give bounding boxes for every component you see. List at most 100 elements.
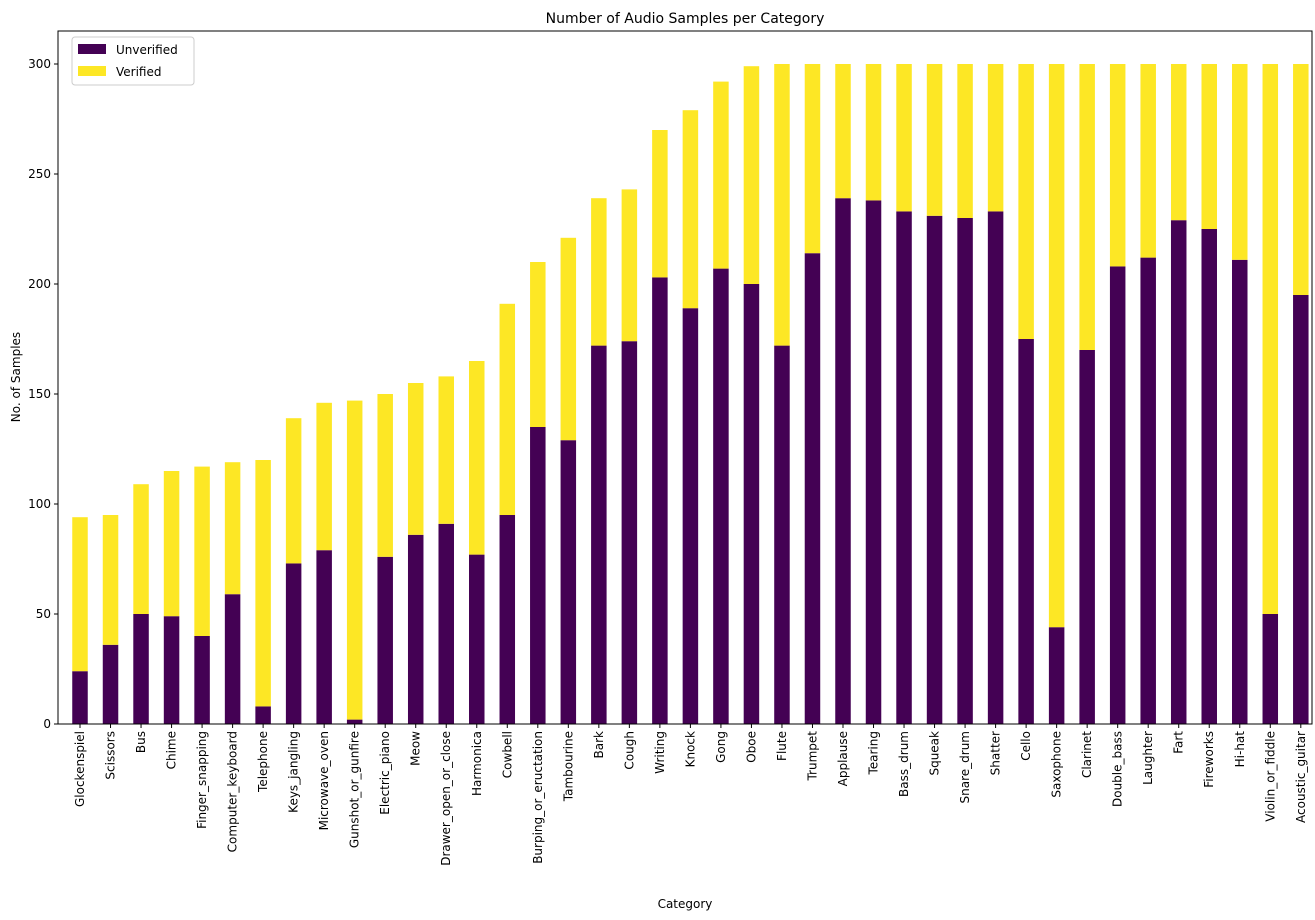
x-tick-label: Saxophone: [1050, 731, 1064, 798]
bar-verified-microwave_oven: [316, 402, 332, 551]
x-tick-label: Cowbell: [500, 731, 514, 778]
bar-unverified-cowbell: [499, 515, 516, 724]
x-axis-label: Category: [658, 897, 713, 911]
bar-unverified-trumpet: [804, 253, 821, 724]
x-tick-label: Laughter: [1141, 731, 1155, 785]
bar-verified-computer_keyboard: [224, 462, 241, 595]
bar-verified-glockenspiel: [72, 517, 88, 672]
bar-unverified-cello: [1018, 339, 1034, 724]
bar-unverified-tambourine: [560, 440, 577, 724]
bar-unverified-drawer_open_or_close: [438, 523, 454, 724]
x-tick-label: Microwave_oven: [317, 731, 331, 830]
bar-verified-bus: [133, 484, 149, 614]
y-tick-label: 0: [43, 717, 51, 731]
x-tick-label: Hi-hat: [1233, 731, 1247, 768]
bars-layer: [72, 64, 1309, 725]
y-tick-label: 300: [28, 57, 51, 71]
x-tick-label: Writing: [653, 731, 667, 774]
bar-verified-violin_or_fiddle: [1262, 64, 1279, 614]
legend-label-unverified: Unverified: [116, 43, 178, 57]
y-axis-label: No. of Samples: [9, 332, 23, 422]
bar-unverified-squeak: [926, 215, 943, 725]
y-tick-label: 150: [28, 387, 51, 401]
bar-verified-cough: [621, 189, 638, 342]
x-tick-label: Gunshot_or_gunfire: [348, 731, 362, 848]
x-tick-label: Knock: [683, 731, 697, 767]
bar-verified-drawer_open_or_close: [438, 376, 454, 524]
x-tick-label: Fart: [1172, 731, 1186, 754]
bar-verified-snare_drum: [957, 64, 973, 218]
bar-verified-finger_snapping: [194, 466, 210, 636]
bar-unverified-flute: [774, 345, 790, 724]
bar-unverified-bass_drum: [896, 211, 912, 724]
bar-verified-telephone: [255, 460, 271, 707]
bar-unverified-finger_snapping: [194, 636, 210, 724]
legend-swatch-unverified: [78, 44, 106, 54]
bar-unverified-tearing: [865, 200, 882, 724]
x-tick-label: Chime: [165, 731, 179, 769]
bar-verified-laughter: [1140, 64, 1156, 258]
x-tick-label: Violin_or_fiddle: [1263, 731, 1277, 822]
legend: Unverified Verified: [71, 36, 195, 86]
bar-unverified-knock: [682, 308, 699, 724]
x-tick-label: Finger_snapping: [195, 731, 209, 829]
x-tick-label: Applause: [836, 731, 850, 786]
bar-unverified-applause: [835, 198, 851, 724]
bar-verified-tearing: [865, 64, 882, 201]
bar-unverified-bus: [133, 614, 149, 724]
bar-verified-flute: [774, 64, 790, 346]
bar-verified-squeak: [926, 64, 943, 216]
x-tick-label: Meow: [409, 731, 423, 766]
bar-unverified-fireworks: [1201, 229, 1217, 724]
bar-verified-meow: [407, 383, 424, 535]
bar-verified-fart: [1170, 64, 1187, 221]
bar-unverified-gunshot_or_gunfire: [346, 719, 363, 724]
x-tick-label: Tearing: [867, 731, 881, 776]
y-tick-label: 100: [28, 497, 51, 511]
bar-unverified-saxophone: [1048, 627, 1065, 724]
x-tick-label: Keys_jangling: [287, 731, 301, 813]
bar-unverified-telephone: [255, 706, 271, 724]
x-tick-label: Clarinet: [1080, 731, 1094, 778]
x-tick-label: Electric_piano: [378, 731, 392, 815]
x-tick-label: Drawer_open_or_close: [439, 731, 453, 866]
x-tick-label: Glockenspiel: [73, 731, 87, 807]
bar-unverified-burping_or_eructation: [530, 427, 546, 724]
bar-unverified-fart: [1170, 220, 1187, 724]
plot-frame: [57, 30, 1313, 725]
bar-unverified-electric_piano: [377, 556, 393, 724]
bar-verified-cello: [1018, 64, 1034, 339]
bar-unverified-meow: [407, 534, 424, 724]
bar-unverified-violin_or_fiddle: [1262, 614, 1279, 724]
x-tick-label: Computer_keyboard: [226, 731, 240, 852]
bar-verified-oboe: [743, 66, 760, 284]
bar-verified-gunshot_or_gunfire: [346, 400, 363, 720]
bar-verified-double_bass: [1109, 64, 1126, 267]
bar-verified-burping_or_eructation: [530, 262, 546, 427]
bar-verified-fireworks: [1201, 64, 1217, 229]
x-tick-label: Snare_drum: [958, 731, 972, 803]
bar-unverified-glockenspiel: [72, 671, 88, 724]
x-tick-label: Squeak: [928, 731, 942, 776]
bar-unverified-writing: [652, 277, 668, 724]
x-tick-label: Cello: [1019, 731, 1033, 761]
bar-unverified-hi-hat: [1232, 259, 1248, 724]
bar-verified-trumpet: [804, 64, 821, 254]
x-tick-label: Shatter: [989, 731, 1003, 775]
y-tick-label: 50: [36, 607, 51, 621]
bar-verified-knock: [682, 110, 699, 309]
bar-verified-saxophone: [1048, 64, 1065, 628]
x-tick-label: Burping_or_eructation: [531, 731, 545, 864]
x-tick-label: Trumpet: [805, 731, 819, 782]
bar-unverified-harmonica: [469, 554, 485, 724]
bar-unverified-snare_drum: [957, 218, 973, 724]
bar-verified-harmonica: [469, 361, 485, 555]
x-tick-label: Telephone: [256, 731, 270, 793]
x-tick-label: Bark: [592, 731, 606, 759]
bar-verified-clarinet: [1079, 64, 1095, 350]
legend-swatch-verified: [78, 66, 106, 76]
bar-verified-electric_piano: [377, 394, 393, 557]
bar-verified-gong: [713, 81, 729, 269]
y-axis: 0 50 100 150 200 250 300: [28, 57, 58, 731]
